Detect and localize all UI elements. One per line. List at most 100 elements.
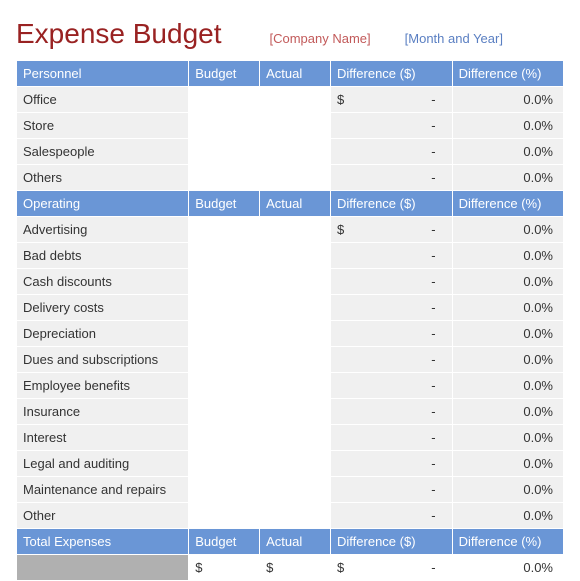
cell-budget[interactable] xyxy=(189,373,260,399)
cell-actual[interactable] xyxy=(260,321,331,347)
cell-actual[interactable] xyxy=(260,269,331,295)
cell-diff-pct: 0.0% xyxy=(452,451,563,477)
cell-actual[interactable] xyxy=(260,347,331,373)
cell-budget[interactable] xyxy=(189,399,260,425)
cell-actual[interactable] xyxy=(260,139,331,165)
cell-diff-pct: 0.0% xyxy=(452,503,563,529)
table-row: Advertising$-0.0% xyxy=(17,217,564,243)
section-name: Total Expenses xyxy=(17,529,189,555)
cell-budget[interactable] xyxy=(189,477,260,503)
cell-diff-dollar: - xyxy=(331,139,453,165)
cell-actual[interactable] xyxy=(260,425,331,451)
cell-budget[interactable] xyxy=(189,269,260,295)
cell-diff-dollar: - xyxy=(331,321,453,347)
table-row: Maintenance and repairs-0.0% xyxy=(17,477,564,503)
cell-budget[interactable] xyxy=(189,139,260,165)
cell-actual[interactable] xyxy=(260,477,331,503)
col-budget-header: Budget xyxy=(189,191,260,217)
cell-diff-pct: 0.0% xyxy=(452,87,563,113)
row-label: Dues and subscriptions xyxy=(17,347,189,373)
cell-actual[interactable] xyxy=(260,87,331,113)
cell-budget[interactable] xyxy=(189,217,260,243)
cell-diff-pct: 0.0% xyxy=(452,269,563,295)
cell-actual[interactable] xyxy=(260,451,331,477)
cell-diff-pct: 0.0% xyxy=(452,399,563,425)
table-row: Cash discounts-0.0% xyxy=(17,269,564,295)
document-header: Expense Budget [Company Name] [Month and… xyxy=(16,12,564,50)
table-row: Employee benefits -0.0% xyxy=(17,373,564,399)
table-row: Interest -0.0% xyxy=(17,425,564,451)
cell-diff-pct: 0.0% xyxy=(452,425,563,451)
table-row: Store-0.0% xyxy=(17,113,564,139)
cell-budget[interactable] xyxy=(189,503,260,529)
cell-diff-dollar: - xyxy=(331,425,453,451)
cell-diff-dollar: $- xyxy=(331,217,453,243)
section-header-row: PersonnelBudgetActualDifference ($)Diffe… xyxy=(17,61,564,87)
cell-actual[interactable] xyxy=(260,295,331,321)
cell-diff-dollar: - xyxy=(331,373,453,399)
col-actual-header: Actual xyxy=(260,529,331,555)
page-title: Expense Budget xyxy=(16,18,222,50)
row-label: Legal and auditing xyxy=(17,451,189,477)
cell-budget[interactable] xyxy=(189,87,260,113)
section-header-row: Total ExpensesBudgetActualDifference ($)… xyxy=(17,529,564,555)
row-label: Depreciation xyxy=(17,321,189,347)
cell-actual[interactable] xyxy=(260,399,331,425)
table-row: Delivery costs -0.0% xyxy=(17,295,564,321)
cell-actual[interactable] xyxy=(260,503,331,529)
total-label xyxy=(17,555,189,581)
col-diff-pct-header: Difference (%) xyxy=(452,191,563,217)
row-label: Other xyxy=(17,503,189,529)
total-diff-pct: 0.0% xyxy=(452,555,563,581)
cell-budget[interactable] xyxy=(189,347,260,373)
total-budget: $ xyxy=(189,555,260,581)
cell-actual[interactable] xyxy=(260,113,331,139)
table-row: Office$-0.0% xyxy=(17,87,564,113)
cell-diff-pct: 0.0% xyxy=(452,165,563,191)
table-row: Insurance-0.0% xyxy=(17,399,564,425)
row-label: Employee benefits xyxy=(17,373,189,399)
cell-actual[interactable] xyxy=(260,243,331,269)
cell-diff-dollar: - xyxy=(331,243,453,269)
table-row: Depreciation-0.0% xyxy=(17,321,564,347)
row-label: Interest xyxy=(17,425,189,451)
cell-diff-dollar: - xyxy=(331,503,453,529)
col-diff-dollar-header: Difference ($) xyxy=(331,61,453,87)
row-label: Others xyxy=(17,165,189,191)
cell-actual[interactable] xyxy=(260,165,331,191)
cell-budget[interactable] xyxy=(189,165,260,191)
cell-diff-pct: 0.0% xyxy=(452,347,563,373)
cell-budget[interactable] xyxy=(189,451,260,477)
cell-diff-dollar: $- xyxy=(331,87,453,113)
cell-diff-dollar: - xyxy=(331,295,453,321)
expense-table: PersonnelBudgetActualDifference ($)Diffe… xyxy=(16,60,564,581)
total-actual: $ xyxy=(260,555,331,581)
cell-diff-pct: 0.0% xyxy=(452,477,563,503)
cell-diff-pct: 0.0% xyxy=(452,243,563,269)
cell-actual[interactable] xyxy=(260,373,331,399)
cell-budget[interactable] xyxy=(189,295,260,321)
cell-diff-pct: 0.0% xyxy=(452,295,563,321)
cell-budget[interactable] xyxy=(189,113,260,139)
cell-diff-dollar: - xyxy=(331,269,453,295)
cell-actual[interactable] xyxy=(260,217,331,243)
col-diff-pct-header: Difference (%) xyxy=(452,61,563,87)
total-row: $$$-0.0% xyxy=(17,555,564,581)
table-row: Others-0.0% xyxy=(17,165,564,191)
table-row: Other -0.0% xyxy=(17,503,564,529)
cell-budget[interactable] xyxy=(189,243,260,269)
cell-diff-pct: 0.0% xyxy=(452,139,563,165)
total-diff-dollar: $- xyxy=(331,555,453,581)
section-name: Personnel xyxy=(17,61,189,87)
cell-budget[interactable] xyxy=(189,425,260,451)
col-budget-header: Budget xyxy=(189,61,260,87)
col-diff-dollar-header: Difference ($) xyxy=(331,191,453,217)
row-label: Delivery costs xyxy=(17,295,189,321)
cell-diff-dollar: - xyxy=(331,477,453,503)
cell-diff-dollar: - xyxy=(331,113,453,139)
cell-diff-pct: 0.0% xyxy=(452,373,563,399)
section-header-row: OperatingBudgetActualDifference ($)Diffe… xyxy=(17,191,564,217)
col-diff-pct-header: Difference (%) xyxy=(452,529,563,555)
table-row: Legal and auditing-0.0% xyxy=(17,451,564,477)
cell-budget[interactable] xyxy=(189,321,260,347)
